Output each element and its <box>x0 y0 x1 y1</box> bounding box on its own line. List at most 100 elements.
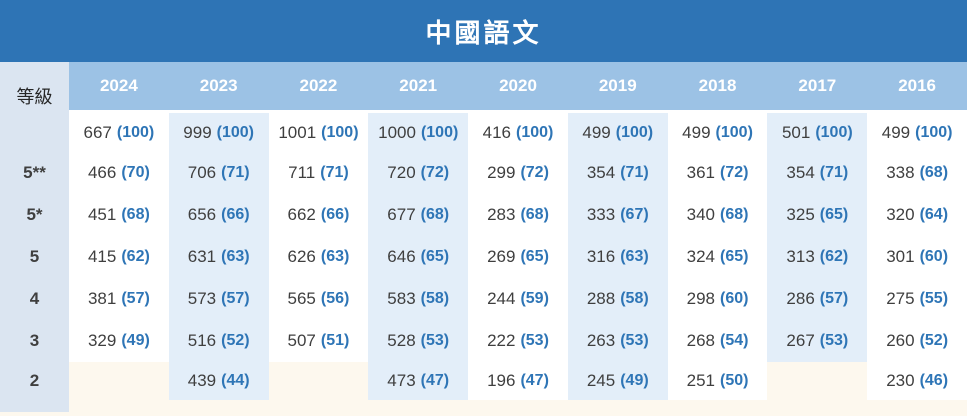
cell-percentile: (100) <box>915 123 953 141</box>
subject-title: 中國語文 <box>425 18 542 48</box>
cell-percentile: (68) <box>720 206 749 223</box>
cell-count: 499 <box>881 122 911 142</box>
result-cell-2024-5: 415 (62) <box>69 236 169 278</box>
result-cell-2017-2 <box>767 362 867 400</box>
cell-percentile: (100) <box>715 123 753 141</box>
cell-percentile: (70) <box>121 164 150 181</box>
cell-count: 583 <box>387 289 416 308</box>
result-cell-2022-5*: 662 (66) <box>268 194 369 236</box>
result-cell-2021-3: 528 (53) <box>368 320 469 362</box>
cell-percentile: (68) <box>121 206 150 223</box>
result-cell-2020-total: 416 (100) <box>468 110 568 152</box>
result-cell-2022-4: 565 (56) <box>268 278 369 320</box>
cell-percentile: (100) <box>116 123 155 141</box>
cell-count: 222 <box>487 331 516 350</box>
cell-percentile: (67) <box>620 206 649 223</box>
cell-count: 416 <box>482 122 511 142</box>
year-header-row: 2024 2023 2022 2021 2020 2019 2018 2017 2016 <box>69 62 967 110</box>
result-cell-2018-4: 298 (60) <box>667 278 768 320</box>
cell-count: 499 <box>582 122 611 142</box>
subject-title-bar: 中國語文 <box>0 0 967 62</box>
result-cell-2017-total: 501 (100) <box>767 110 868 152</box>
result-cell-2024-total: 667 (100) <box>69 110 169 152</box>
cell-count: 516 <box>187 331 217 350</box>
cell-percentile: (57) <box>121 290 150 307</box>
cell-percentile: (51) <box>320 332 350 349</box>
result-cell-2024-4: 381 (57) <box>69 278 169 320</box>
result-cell-2021-5: 646 (65) <box>368 236 469 278</box>
cell-count: 631 <box>187 247 217 266</box>
result-cell-2021-5**: 720 (72) <box>368 152 469 194</box>
cell-count: 711 <box>288 163 316 182</box>
cell-percentile: (55) <box>919 290 949 307</box>
cell-percentile: (65) <box>819 206 849 223</box>
cell-percentile: (63) <box>221 248 250 265</box>
cell-count: 656 <box>187 205 217 224</box>
cell-count: 263 <box>586 331 616 350</box>
year-header-2021: 2021 <box>399 76 438 95</box>
cell-percentile: (47) <box>520 372 549 389</box>
cell-count: 324 <box>686 247 715 266</box>
result-cell-2023-4: 573 (57) <box>168 278 269 320</box>
result-cell-2021-total: 1000 (100) <box>368 110 469 152</box>
year-header-2018: 2018 <box>698 76 737 95</box>
cell-count: 260 <box>886 331 915 350</box>
year-header-2017: 2017 <box>798 76 837 95</box>
result-cell-2020-5**: 299 (72) <box>468 152 568 194</box>
cell-percentile: (64) <box>919 206 949 223</box>
result-cell-2020-2: 196 (47) <box>468 362 568 400</box>
result-cell-2021-5*: 677 (68) <box>368 194 469 236</box>
result-cell-2016-3: 260 (52) <box>867 320 967 362</box>
cell-count: 381 <box>87 289 117 308</box>
result-cell-2022-5: 626 (63) <box>268 236 369 278</box>
cell-percentile: (65) <box>720 248 749 265</box>
cell-percentile: (100) <box>216 123 255 141</box>
result-cell-2023-3: 516 (52) <box>168 320 269 362</box>
cell-count: 667 <box>83 122 112 142</box>
cell-percentile: (65) <box>520 248 549 265</box>
year-header-2022: 2022 <box>299 76 338 95</box>
cell-count: 466 <box>87 163 117 182</box>
cell-percentile: (49) <box>620 372 649 389</box>
cell-percentile: (62) <box>819 248 849 265</box>
cell-count: 320 <box>886 205 915 224</box>
cell-percentile: (52) <box>221 332 250 349</box>
result-cell-2018-3: 268 (54) <box>667 320 768 362</box>
cell-count: 251 <box>686 371 715 390</box>
cell-percentile: (49) <box>121 332 150 349</box>
cell-count: 267 <box>786 331 815 350</box>
result-cell-2022-3: 507 (51) <box>268 320 369 362</box>
result-cell-2022-2 <box>269 362 369 400</box>
cell-count: 269 <box>487 247 516 266</box>
cell-count: 451 <box>87 205 117 224</box>
grade-label-5**: 5** <box>23 163 46 182</box>
result-cell-2016-5**: 338 (68) <box>867 152 967 194</box>
cell-percentile: (53) <box>620 332 649 349</box>
result-cell-2020-5*: 283 (68) <box>468 194 568 236</box>
cell-percentile: (71) <box>620 164 649 181</box>
grade-label-4: 4 <box>29 289 40 308</box>
result-cell-2024-3: 329 (49) <box>69 320 169 362</box>
result-cell-2019-3: 263 (53) <box>567 320 668 362</box>
cell-count: 196 <box>487 371 516 390</box>
cell-percentile: (65) <box>420 248 450 265</box>
cell-count: 501 <box>781 122 811 142</box>
cell-percentile: (57) <box>819 290 849 307</box>
result-cell-2018-5**: 361 (72) <box>667 152 768 194</box>
cell-count: 626 <box>287 247 316 266</box>
cell-count: 999 <box>183 122 212 142</box>
cell-count: 298 <box>686 289 715 308</box>
year-header-2016: 2016 <box>898 76 937 95</box>
cell-percentile: (68) <box>919 164 949 181</box>
result-cell-2016-2: 230 (46) <box>867 362 967 400</box>
cell-count: 230 <box>886 371 915 390</box>
cell-percentile: (71) <box>221 164 250 181</box>
grade-label-total <box>0 110 69 152</box>
result-cell-2016-5: 301 (60) <box>867 236 967 278</box>
result-cell-2018-5: 324 (65) <box>667 236 768 278</box>
cell-percentile: (57) <box>221 290 250 307</box>
cell-count: 316 <box>586 247 616 266</box>
result-cell-2020-4: 244 (59) <box>468 278 568 320</box>
result-cell-2017-4: 286 (57) <box>767 278 868 320</box>
cell-percentile: (46) <box>919 372 949 389</box>
